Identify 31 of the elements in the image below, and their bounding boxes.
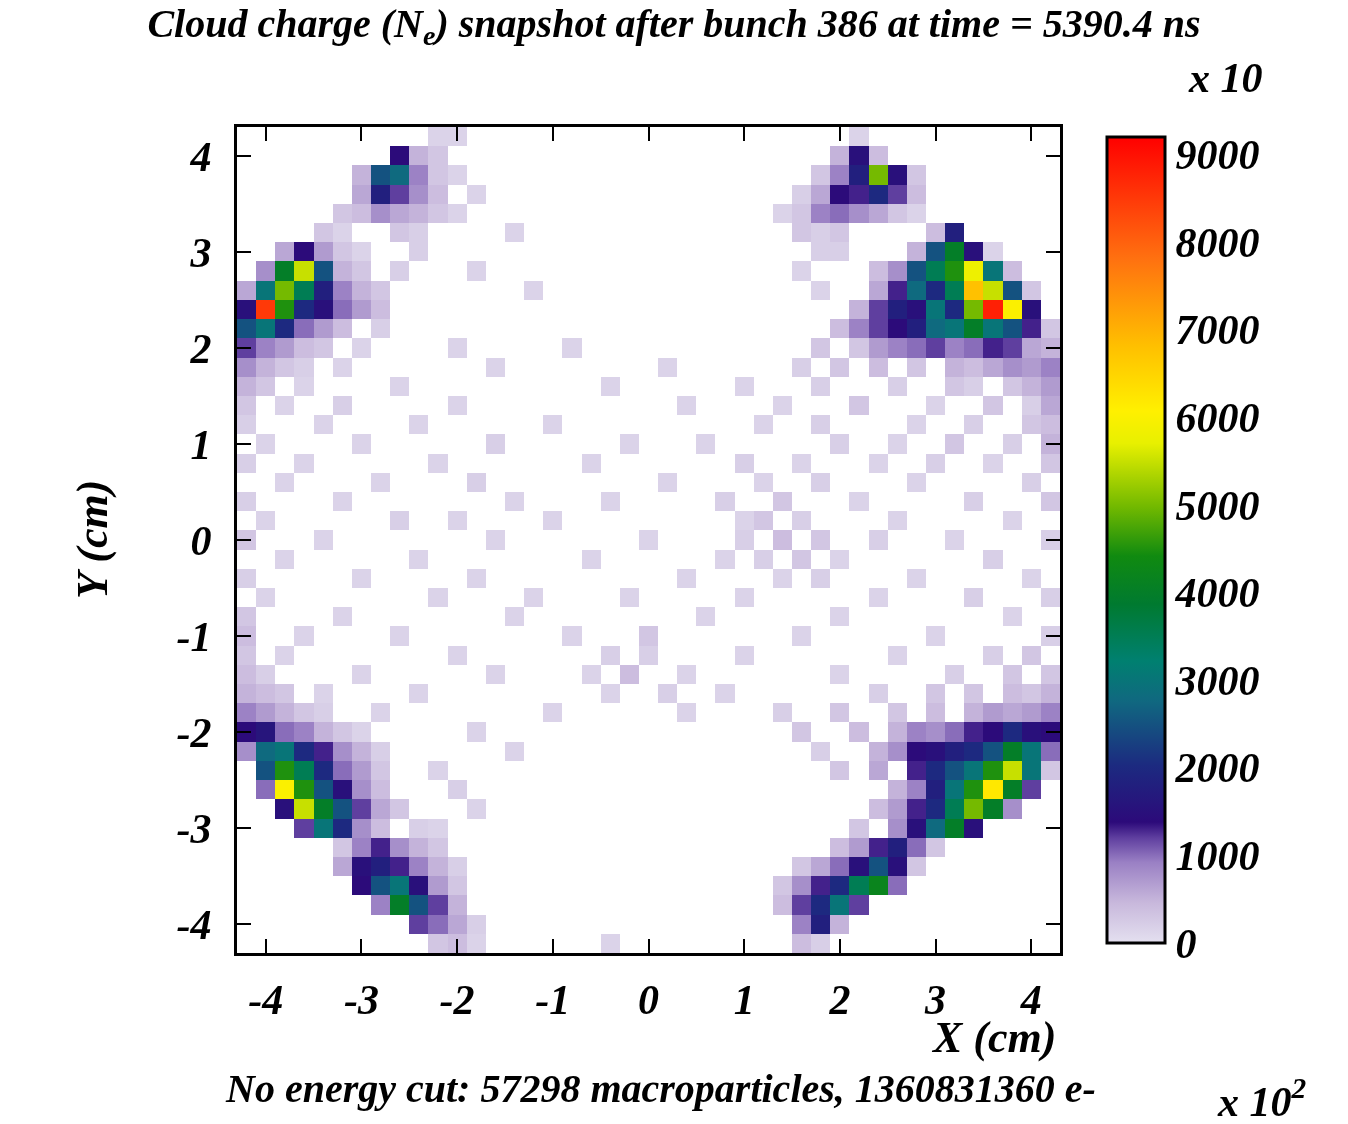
text: x 10$^{2}$ bbox=[1217, 1072, 1307, 1124]
color-bar-label: 4000 bbox=[1174, 570, 1260, 617]
color-bar-label: 9000 bbox=[1175, 132, 1260, 179]
color-bar-label: 1000 bbox=[1175, 833, 1260, 880]
chart-title: Cloud charge (N$_{e}$) snapshot after bunch 386 at time = 5390.4 ns bbox=[147, 0, 1201, 52]
x-tick-label: -3 bbox=[343, 977, 379, 1024]
color-bar-label: 7000 bbox=[1175, 307, 1260, 354]
y-tick-label: -1 bbox=[176, 613, 212, 660]
color-bar-label: 2000 bbox=[1174, 745, 1260, 792]
y-tick-label: -2 bbox=[176, 709, 212, 756]
text: x 10 bbox=[1188, 55, 1263, 101]
x-tick-label: -2 bbox=[439, 977, 475, 1024]
y-tick-label: 0 bbox=[190, 517, 212, 564]
color-bar-label: 5000 bbox=[1175, 482, 1260, 529]
x-tick-label: 0 bbox=[638, 977, 659, 1024]
color-bar-label: 8000 bbox=[1175, 219, 1260, 266]
x-tick-label: 2 bbox=[828, 977, 851, 1024]
y-tick-label: 2 bbox=[189, 325, 212, 372]
text: No energy cut: 57298 macroparticles, 1360831360 e- bbox=[225, 1066, 1096, 1111]
y-tick-label: 3 bbox=[189, 229, 212, 276]
color-bar-label: 3000 bbox=[1174, 657, 1260, 704]
y-tick-label: 4 bbox=[189, 133, 212, 180]
x-tick-label: -4 bbox=[248, 977, 284, 1024]
x-tick-label: -1 bbox=[535, 977, 571, 1024]
y-tick-label: -3 bbox=[176, 805, 212, 852]
y-tick-label: -4 bbox=[176, 901, 212, 948]
x-tick-label: 1 bbox=[733, 977, 755, 1024]
color-bar-label: 0 bbox=[1175, 920, 1197, 967]
y-tick-label: 1 bbox=[190, 421, 212, 468]
y-axis-title: Y (cm) bbox=[68, 479, 117, 599]
color-bar-label: 6000 bbox=[1175, 395, 1260, 442]
